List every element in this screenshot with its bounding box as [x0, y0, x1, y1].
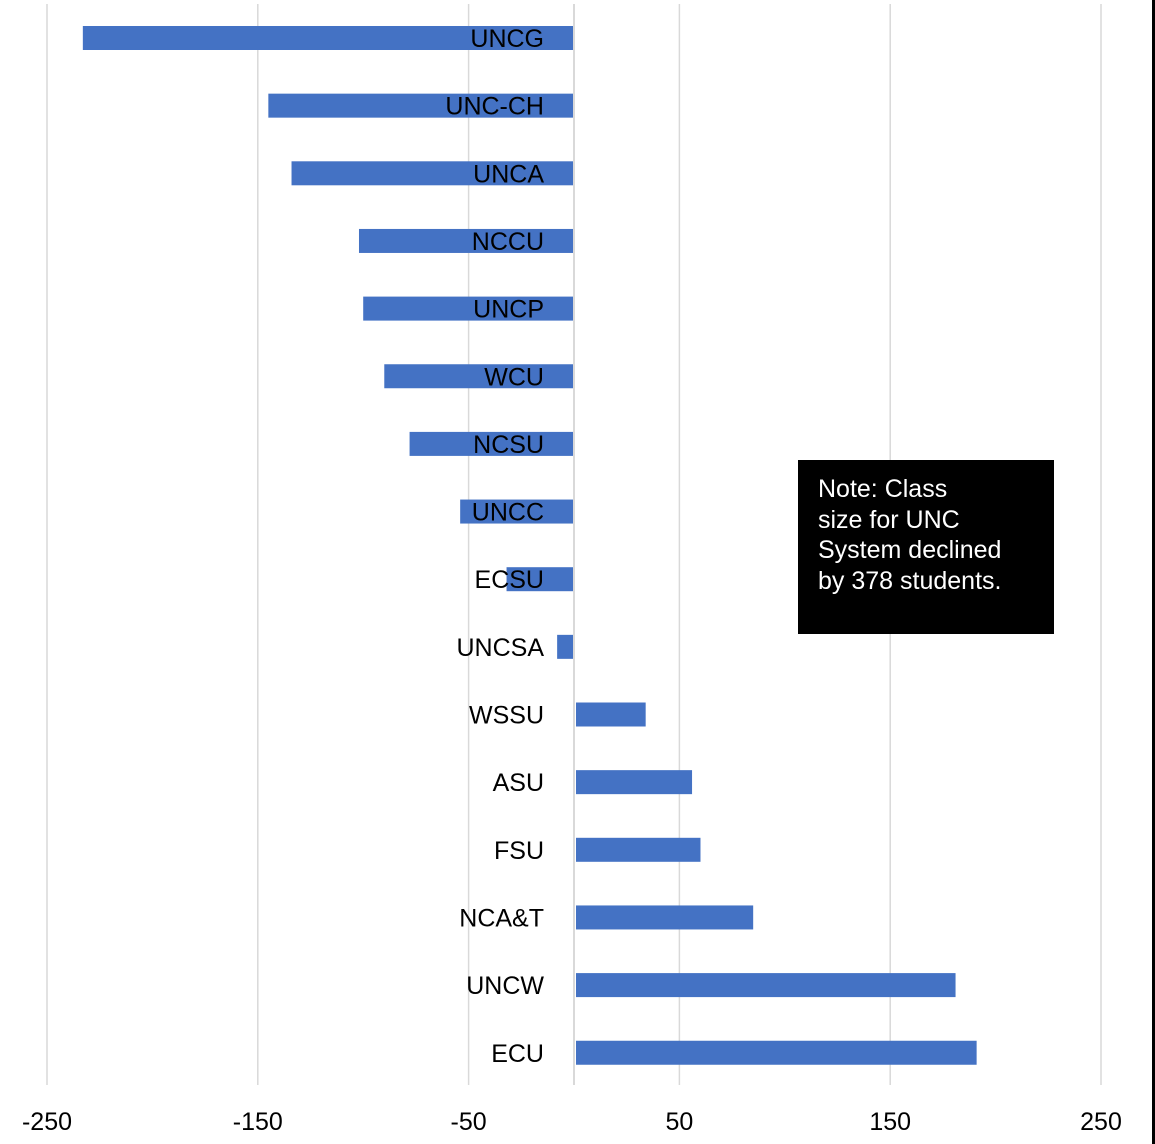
bar-ncsu	[409, 431, 574, 456]
category-label: UNCG	[470, 25, 544, 53]
bar-fsu	[576, 837, 701, 862]
bar-wssu	[576, 702, 646, 727]
x-tick-label: 250	[1080, 1108, 1122, 1136]
bar-wcu	[384, 364, 574, 389]
category-label: UNCSA	[456, 634, 544, 662]
bar-uncw	[576, 973, 956, 998]
right-border	[1152, 0, 1155, 1144]
category-label: FSU	[494, 837, 544, 865]
category-label: UNC-CH	[445, 93, 544, 121]
bar-nccu	[358, 228, 574, 253]
bar-nca-t	[576, 905, 754, 930]
note-annotation: Note: Class size for UNC System declined…	[798, 460, 1054, 634]
note-line-3: System declined	[818, 536, 1002, 564]
category-label: NCSU	[473, 431, 544, 459]
category-label: ASU	[493, 769, 544, 797]
category-labels: UNCG UNC-CH UNCA NCCU UNCP WCU NCSU UNCC ECSU UNC…	[445, 25, 544, 1068]
bar-unca	[291, 161, 574, 186]
category-label: WCU	[484, 363, 544, 391]
x-tick-label: -150	[233, 1108, 283, 1136]
category-label: ECSU	[475, 566, 544, 594]
category-label: UNCP	[473, 296, 544, 324]
category-label: UNCC	[472, 499, 544, 527]
bar-uncsa	[557, 634, 574, 659]
category-label: UNCW	[466, 972, 544, 1000]
bar-uncp	[363, 296, 574, 321]
note-line-1: Note: Class	[818, 475, 948, 503]
x-tick-label: -50	[451, 1108, 487, 1136]
category-label: WSSU	[469, 702, 544, 730]
bar-uncg	[82, 26, 574, 50]
bar-unc-ch	[268, 93, 574, 118]
category-label: NCA&T	[459, 904, 544, 932]
x-tick-label: 150	[869, 1108, 911, 1136]
category-label: NCCU	[472, 228, 544, 256]
bar-ecu	[576, 1040, 977, 1065]
note-line-4: by 378 students.	[818, 566, 1002, 595]
x-tick-label: 50	[665, 1108, 693, 1136]
note-line-2: size for UNC	[818, 505, 960, 534]
bar-asu	[576, 770, 693, 795]
x-tick-labels: -250 -150 -50 50 150 250	[22, 1108, 1122, 1136]
category-label: ECU	[491, 1040, 544, 1068]
bar-ecsu	[506, 567, 574, 592]
x-tick-label: -250	[22, 1108, 72, 1136]
category-label: UNCA	[473, 160, 544, 188]
bars	[82, 26, 977, 1065]
bar-uncc	[460, 499, 574, 524]
